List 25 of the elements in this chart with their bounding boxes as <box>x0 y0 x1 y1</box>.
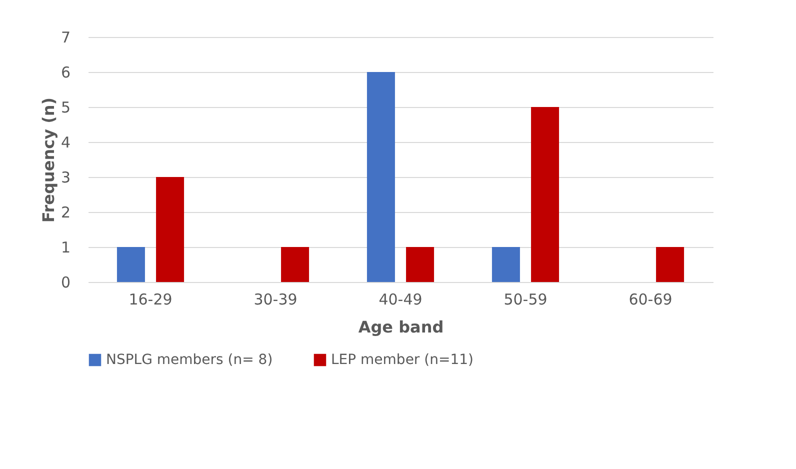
y-axis-title: Frequency (n) <box>38 97 58 223</box>
bar <box>656 247 684 282</box>
y-tick-label: 2 <box>60 204 70 222</box>
x-tick-label: 60-69 <box>628 290 672 308</box>
legend-label: LEP member (n=11) <box>331 352 474 368</box>
y-tick-label: 4 <box>60 134 70 152</box>
legend-label: NSPLG members (n= 8) <box>106 352 273 368</box>
bar <box>366 72 395 282</box>
y-tick-label: 0 <box>60 274 70 292</box>
bar <box>281 247 310 282</box>
bar <box>406 247 434 282</box>
y-tick-label: 1 <box>60 238 70 256</box>
y-tick-label: 6 <box>60 64 70 82</box>
y-tick-label: 3 <box>60 168 70 186</box>
bar <box>156 177 184 282</box>
y-tick-label: 7 <box>60 28 70 46</box>
bar <box>116 247 145 282</box>
x-axis-title: Age band <box>358 318 444 336</box>
bar <box>531 107 560 282</box>
x-tick-label: 16-29 <box>128 290 172 308</box>
x-tick-label: 30-39 <box>254 290 298 308</box>
x-tick-label: 40-49 <box>378 290 422 308</box>
bar <box>492 247 520 282</box>
y-tick-label: 5 <box>60 98 70 116</box>
x-tick-label: 50-59 <box>504 290 548 308</box>
